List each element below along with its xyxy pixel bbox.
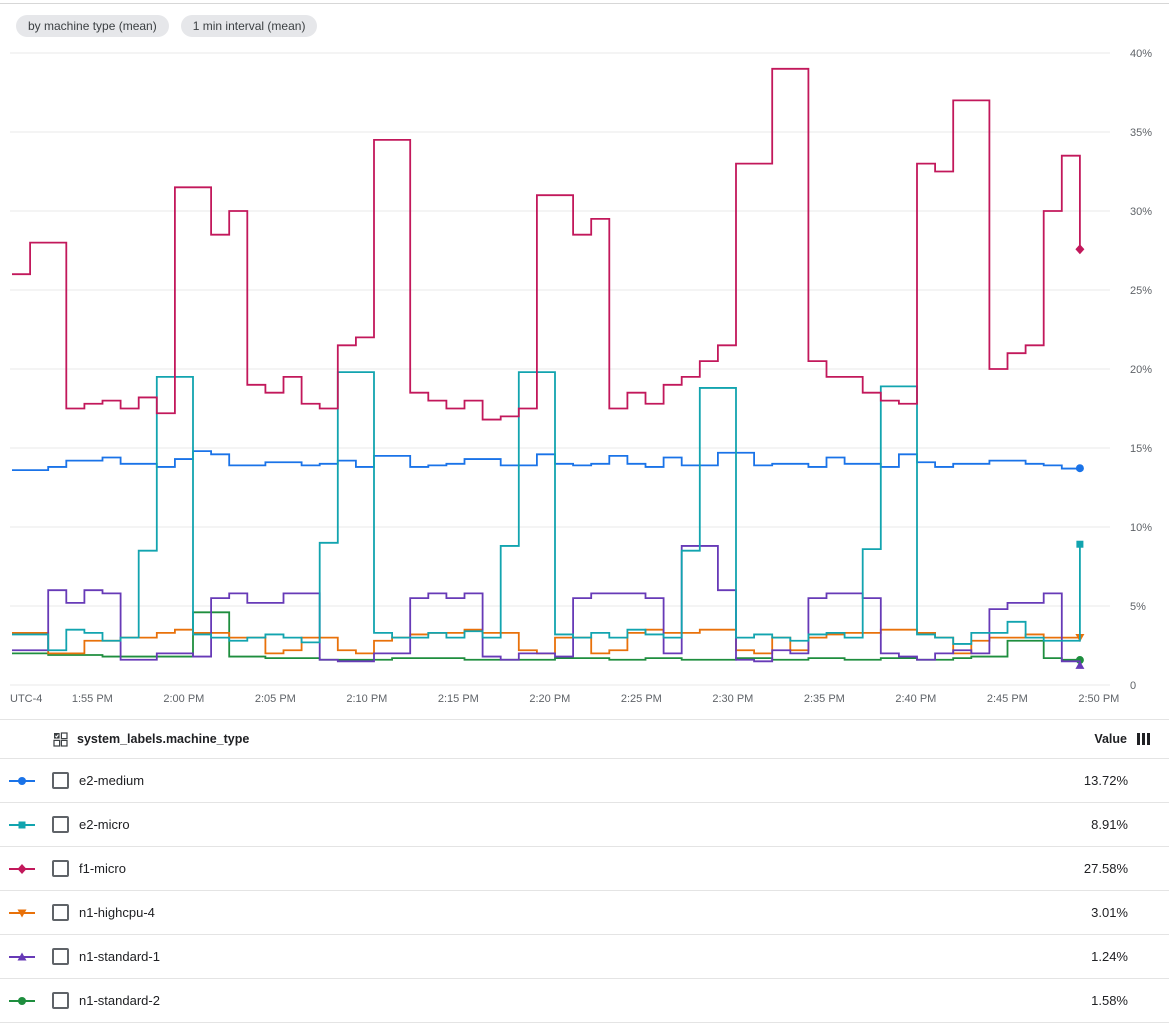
- y-axis-label: 20%: [1130, 364, 1152, 376]
- y-axis-label: 30%: [1130, 206, 1152, 218]
- series-value: 27.58%: [1083, 861, 1128, 876]
- legend-row-n1-standard-2[interactable]: n1-standard-2 1.58%: [0, 979, 1169, 1023]
- y-axis-label: 5%: [1130, 601, 1146, 613]
- series-marker-icon: [9, 952, 35, 960]
- series-checkbox[interactable]: [52, 860, 69, 877]
- series-endpoint-marker-f1-micro: [1075, 244, 1085, 255]
- series-marker-icon: [9, 863, 35, 874]
- series-line-n1-highcpu-4: [12, 628, 1081, 655]
- series-marker-icon: [9, 996, 35, 1005]
- legend-header-row: system_labels.machine_type Value: [0, 720, 1169, 759]
- series-value: 1.58%: [1091, 993, 1128, 1008]
- series-marker-icon: [9, 776, 35, 785]
- series-marker-icon: [9, 821, 35, 828]
- series-endpoint-marker-e2-medium: [1075, 464, 1084, 473]
- legend-body: e2-medium 13.72% e2-micro 8.91% f1-micro 27.5…: [0, 759, 1169, 1023]
- series-value: 13.72%: [1083, 773, 1128, 788]
- series-label: e2-medium: [79, 773, 145, 788]
- marker-shape: [17, 909, 27, 917]
- x-axis-label: 2:45 PM: [987, 693, 1028, 705]
- x-axis-label: 1:55 PM: [72, 693, 113, 705]
- x-axis-label: 2:30 PM: [712, 693, 753, 705]
- utilization-chart[interactable]: 0 5% 10% 15% 20% 25% 30% 35% 40% UTC-4 1:55 PM 2:00…: [0, 42, 1169, 714]
- marker-shape: [18, 996, 26, 1005]
- series-endpoint-marker-n1-standard-1: [1075, 660, 1085, 669]
- series-line-n1-standard-2: [12, 611, 1081, 661]
- marker-shape: [18, 821, 26, 828]
- x-axis-label: 2:50 PM: [1078, 693, 1119, 705]
- series-line-n1-standard-1: [12, 545, 1081, 666]
- group-by-chip[interactable]: by machine type (mean): [16, 15, 169, 37]
- series-line-e2-medium: [12, 450, 1081, 472]
- chart-filter-chips: by machine type (mean) 1 min interval (m…: [0, 4, 1169, 42]
- legend-header-label: system_labels.machine_type: [77, 732, 250, 746]
- x-axis-label: 2:20 PM: [529, 693, 570, 705]
- columns-icon[interactable]: [1137, 733, 1151, 745]
- series-label: n1-standard-2: [79, 993, 160, 1008]
- y-axis-label: 0: [1130, 680, 1136, 692]
- series-label: e2-micro: [79, 817, 130, 832]
- x-axis-label: 2:15 PM: [438, 693, 479, 705]
- toggle-all-series-icon[interactable]: [53, 731, 68, 747]
- x-axis-timezone-label: UTC-4: [10, 693, 42, 705]
- series-checkbox[interactable]: [52, 816, 69, 833]
- x-axis-label: 2:05 PM: [255, 693, 296, 705]
- series-marker-icon: [9, 909, 35, 917]
- value-column-header: Value: [1094, 732, 1127, 746]
- chart-area: 0 5% 10% 15% 20% 25% 30% 35% 40% UTC-4 1:55 PM 2:00…: [0, 42, 1169, 719]
- y-axis-label: 35%: [1130, 127, 1152, 139]
- legend-row-e2-medium[interactable]: e2-medium 13.72%: [0, 759, 1169, 803]
- series-line-e2-micro: [12, 371, 1081, 652]
- series-line-f1-micro: [12, 67, 1081, 421]
- series-endpoint-marker-e2-micro: [1076, 540, 1084, 548]
- legend-row-n1-highcpu-4[interactable]: n1-highcpu-4 3.01%: [0, 891, 1169, 935]
- series-checkbox[interactable]: [52, 772, 69, 789]
- series-checkbox[interactable]: [52, 992, 69, 1009]
- series-label: f1-micro: [79, 861, 126, 876]
- marker-shape: [18, 776, 26, 785]
- series-label: n1-highcpu-4: [79, 905, 155, 920]
- series-value: 8.91%: [1091, 817, 1128, 832]
- y-axis-label: 40%: [1130, 48, 1152, 60]
- series-value: 1.24%: [1091, 949, 1128, 964]
- x-axis-label: 2:00 PM: [163, 693, 204, 705]
- marker-shape: [17, 863, 27, 874]
- interval-chip[interactable]: 1 min interval (mean): [180, 15, 318, 37]
- series-checkbox[interactable]: [52, 948, 69, 965]
- legend-row-n1-standard-1[interactable]: n1-standard-1 1.24%: [0, 935, 1169, 979]
- series-value: 3.01%: [1091, 905, 1128, 920]
- legend-row-f1-micro[interactable]: f1-micro 27.58%: [0, 847, 1169, 891]
- x-axis-label: 2:40 PM: [895, 693, 936, 705]
- y-axis-label: 10%: [1130, 522, 1152, 534]
- y-axis-label: 15%: [1130, 443, 1152, 455]
- legend-row-e2-micro[interactable]: e2-micro 8.91%: [0, 803, 1169, 847]
- series-label: n1-standard-1: [79, 949, 160, 964]
- legend-table: system_labels.machine_type Value e2-medi…: [0, 719, 1169, 1023]
- series-checkbox[interactable]: [52, 904, 69, 921]
- top-divider: [0, 0, 1169, 4]
- y-axis-label: 25%: [1130, 285, 1152, 297]
- x-axis-label: 2:35 PM: [804, 693, 845, 705]
- x-axis-label: 2:25 PM: [621, 693, 662, 705]
- marker-shape: [17, 952, 27, 960]
- x-axis-label: 2:10 PM: [346, 693, 387, 705]
